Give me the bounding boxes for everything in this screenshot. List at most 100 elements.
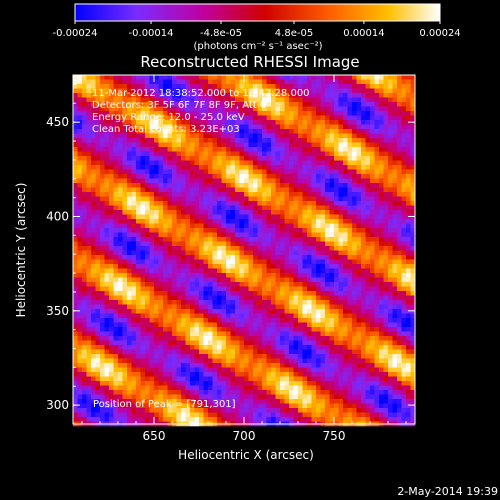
heatmap-cell xyxy=(73,196,78,202)
heatmap-cell xyxy=(145,219,150,224)
heatmap-cell xyxy=(293,345,299,350)
heatmap-cell xyxy=(284,88,290,94)
heatmap-cell xyxy=(302,250,308,256)
heatmap-cell xyxy=(122,183,128,188)
heatmap-cell xyxy=(226,228,231,233)
heatmap-cell xyxy=(208,268,213,274)
heatmap-cell xyxy=(311,138,317,143)
heatmap-cell xyxy=(167,336,173,341)
heatmap-cell xyxy=(122,322,128,328)
heatmap-cell xyxy=(280,142,285,148)
heatmap-cell xyxy=(118,151,123,157)
heatmap-cell xyxy=(190,169,195,175)
heatmap-cell xyxy=(176,205,182,211)
heatmap-cell xyxy=(334,178,339,184)
heatmap-cell xyxy=(365,174,371,179)
heatmap-cell xyxy=(82,345,87,350)
heatmap-cell xyxy=(118,187,123,193)
heatmap-cell xyxy=(235,228,240,233)
heatmap-cell xyxy=(212,138,218,143)
heatmap-cell xyxy=(410,268,416,274)
heatmap-cell xyxy=(100,174,105,179)
heatmap-cell xyxy=(109,358,114,364)
heatmap-cell xyxy=(347,318,353,323)
heatmap-cell xyxy=(131,210,137,215)
heatmap-cell xyxy=(293,115,299,121)
heatmap-cell xyxy=(109,237,114,242)
heatmap-cell xyxy=(361,160,366,166)
heatmap-cell xyxy=(379,331,384,337)
heatmap-cell xyxy=(388,228,393,233)
heatmap-cell xyxy=(293,97,299,103)
heatmap-cell xyxy=(262,174,267,179)
heatmap-cell xyxy=(329,232,335,238)
heatmap-cell xyxy=(365,255,371,260)
heatmap-cell xyxy=(244,232,249,238)
heatmap-cell xyxy=(100,219,105,224)
heatmap-cell xyxy=(257,354,263,359)
heatmap-cell xyxy=(298,138,303,143)
heatmap-cell xyxy=(154,219,159,224)
heatmap-cell xyxy=(401,178,407,184)
heatmap-cell xyxy=(338,232,344,238)
heatmap-cell xyxy=(208,255,213,260)
heatmap-cell xyxy=(181,367,186,373)
heatmap-cell xyxy=(311,214,317,220)
heatmap-cell xyxy=(284,309,290,314)
heatmap-cell xyxy=(338,282,344,287)
heatmap-cell xyxy=(253,178,258,184)
heatmap-cell xyxy=(136,75,141,80)
heatmap-cell xyxy=(275,241,281,247)
heatmap-cell xyxy=(176,196,182,202)
heatmap-cell xyxy=(86,291,92,296)
heatmap-cell xyxy=(262,142,267,148)
heatmap-cell xyxy=(127,192,132,197)
heatmap-cell xyxy=(176,210,182,215)
heatmap-cell xyxy=(406,133,411,139)
heatmap-cell xyxy=(226,115,231,121)
heatmap-cell xyxy=(82,129,87,134)
heatmap-cell xyxy=(401,102,407,107)
heatmap-cell xyxy=(316,142,321,148)
heatmap-cell xyxy=(275,304,281,310)
heatmap-cell xyxy=(334,336,339,341)
heatmap-cell xyxy=(374,237,380,242)
heatmap-cell xyxy=(73,340,78,346)
heatmap-cell xyxy=(379,142,384,148)
heatmap-cell xyxy=(145,264,150,269)
heatmap-cell xyxy=(86,232,92,238)
heatmap-cell xyxy=(131,169,137,175)
heatmap-cell xyxy=(113,318,119,323)
heatmap-cell xyxy=(82,327,87,332)
heatmap-cell xyxy=(199,264,204,269)
heatmap-cell xyxy=(230,196,236,202)
heatmap-cell xyxy=(406,286,411,292)
heatmap-cell xyxy=(379,84,384,89)
heatmap-cell xyxy=(154,259,159,265)
heatmap-cell xyxy=(352,273,357,278)
heatmap-cell xyxy=(356,340,362,346)
heatmap-cell xyxy=(100,340,105,346)
heatmap-cell xyxy=(136,255,141,260)
heatmap-cell xyxy=(334,304,339,310)
heatmap-cell xyxy=(212,291,218,296)
heatmap-cell xyxy=(298,255,303,260)
heatmap-cell xyxy=(365,160,371,166)
heatmap-cell xyxy=(194,124,200,130)
heatmap-cell xyxy=(307,111,312,116)
heatmap-cell xyxy=(406,228,411,233)
heatmap-cell xyxy=(199,133,204,139)
heatmap-cell xyxy=(109,304,114,310)
heatmap-cell xyxy=(361,84,366,89)
heatmap-cell xyxy=(325,93,330,98)
heatmap-cell xyxy=(334,237,339,242)
heatmap-cell xyxy=(320,165,326,170)
heatmap-cell xyxy=(271,327,276,332)
heatmap-cell xyxy=(145,115,150,121)
heatmap-cell xyxy=(226,192,231,197)
heatmap-cell xyxy=(77,147,83,152)
heatmap-cell xyxy=(289,336,294,341)
heatmap-cell xyxy=(347,255,353,260)
heatmap-cell xyxy=(136,228,141,233)
